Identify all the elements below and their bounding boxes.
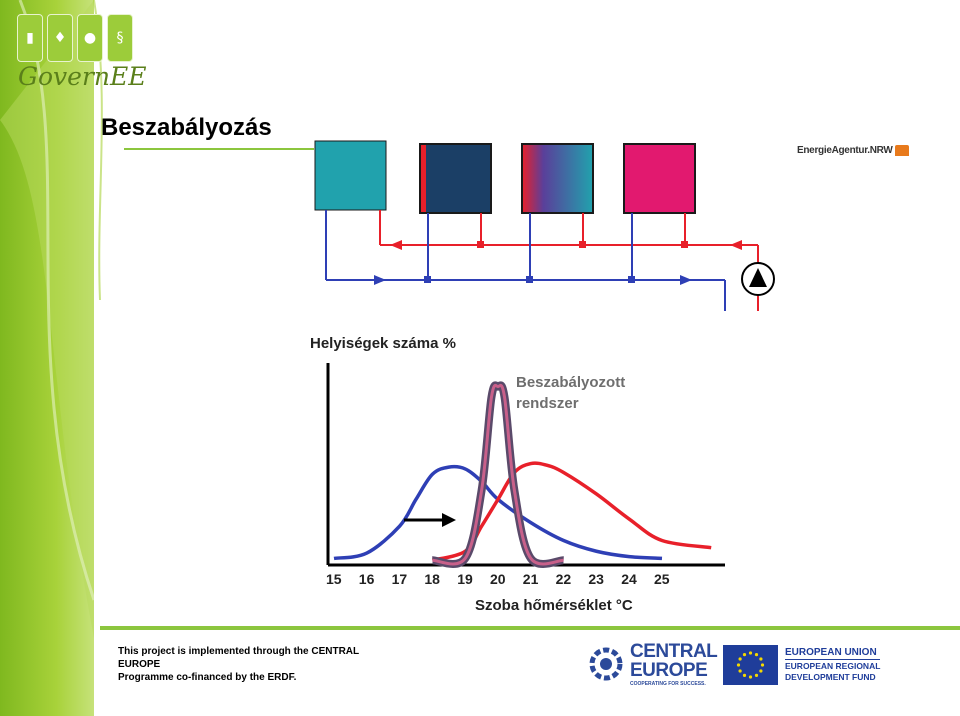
- temperature-distribution-chart: Helyiségek száma % 15 16 17 18 19 20 21 22 23 24 2…: [310, 335, 725, 614]
- page-title: Beszabályozás: [101, 114, 272, 141]
- ce-line-2: EUROPE: [630, 660, 708, 681]
- sidebar-swoosh-decoration: [0, 0, 130, 716]
- chart-annotation-line2: rendszer: [516, 395, 579, 412]
- eu-star: [738, 669, 742, 673]
- x-tick-20: 20: [490, 571, 506, 587]
- series-line-1: [333, 464, 663, 561]
- bulb-icon: ●: [77, 14, 103, 62]
- x-tick-22: 22: [556, 571, 572, 587]
- eu-star: [748, 651, 753, 655]
- series-line-3: [432, 383, 564, 566]
- x-axis-label: Szoba hőmérséklet °C: [475, 597, 633, 614]
- eu-line-3: DEVELOPMENT FUND: [785, 672, 876, 682]
- footer-line-2: Programme co-financed by the ERDF.: [118, 672, 297, 683]
- shift-arrow-icon: [404, 513, 456, 527]
- nrw-mark-icon: [894, 145, 909, 156]
- chart-annotation-line1: Beszabályozott: [516, 374, 625, 391]
- building-icon: ▮: [17, 14, 43, 62]
- series-group: [333, 381, 712, 569]
- energieagentur-nrw-logo: EnergieAgentur.NRW: [797, 145, 909, 156]
- radiator-4: [623, 143, 696, 214]
- x-tick-16: 16: [359, 571, 375, 587]
- footer-line-1: This project is implemented through the …: [118, 646, 359, 670]
- footer-note: This project is implemented through the …: [118, 645, 398, 684]
- eu-erdf-text: EUROPEAN UNION EUROPEAN REGIONAL DEVELOP…: [785, 647, 881, 683]
- x-tick-24: 24: [621, 571, 637, 587]
- eu-star: [759, 669, 763, 673]
- x-tick-25: 25: [654, 571, 670, 587]
- eu-star: [759, 657, 763, 661]
- eu-star: [742, 653, 747, 657]
- x-tick-23: 23: [588, 571, 604, 587]
- leaf-icon: ♦: [47, 14, 73, 62]
- radiator-3: [521, 143, 594, 214]
- eu-star: [742, 673, 747, 677]
- footer-divider: [100, 626, 960, 630]
- central-europe-star-icon: [589, 647, 623, 681]
- govern-ee-logo-text: GovernEE: [18, 62, 147, 91]
- eu-flag-icon: [723, 645, 778, 685]
- eu-star: [748, 675, 753, 679]
- energieagentur-nrw-text: EnergieAgentur.NRW: [797, 145, 893, 157]
- x-tick-15: 15: [326, 571, 342, 587]
- chart-title: Helyiségek száma %: [310, 335, 456, 352]
- x-tick-18: 18: [424, 571, 440, 587]
- eu-star: [754, 653, 759, 657]
- x-tick-21: 21: [523, 571, 539, 587]
- x-tick-19: 19: [457, 571, 473, 587]
- govern-ee-logo-tiles: ▮ ♦ ● §: [17, 14, 133, 62]
- eu-star: [738, 657, 742, 661]
- ce-tagline: COOPERATING FOR SUCCESS.: [630, 681, 706, 687]
- radiator-1: [314, 140, 387, 211]
- heating-system-diagram: [314, 140, 775, 311]
- central-europe-wordmark: CENTRAL EUROPE: [630, 641, 718, 681]
- x-tick-labels: 15 16 17 18 19 20 21 22 23 24 25: [326, 571, 670, 587]
- eu-star: [760, 663, 765, 667]
- central-europe-logo: CENTRAL EUROPE COOPERATING FOR SUCCESS.: [584, 641, 718, 688]
- paragraph-icon: §: [107, 14, 133, 62]
- eu-star: [754, 673, 759, 677]
- radiator-2: [419, 143, 492, 214]
- series-line-2: [431, 461, 712, 562]
- ce-line-1: CENTRAL: [630, 641, 718, 662]
- eu-line-2: EUROPEAN REGIONAL: [785, 661, 881, 671]
- title-underline: [124, 148, 314, 150]
- eu-star: [736, 663, 741, 667]
- x-tick-17: 17: [392, 571, 408, 587]
- series-line-regulated-outline: [431, 381, 565, 569]
- eu-line-1: EUROPEAN UNION: [785, 647, 877, 658]
